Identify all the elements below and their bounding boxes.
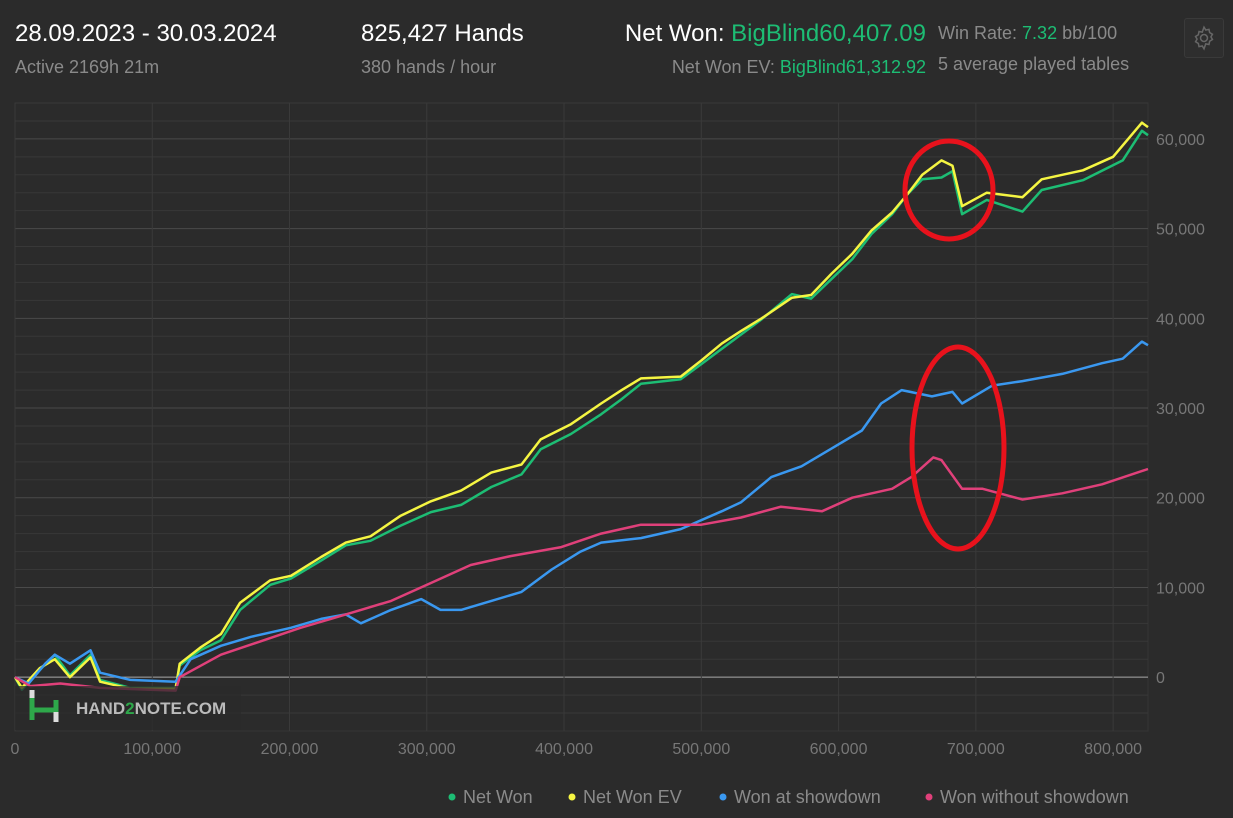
- net-won: Net Won: BigBlind60,407.09: [625, 20, 926, 48]
- legend-label: Won at showdown: [734, 787, 881, 807]
- net-won-label: Net Won:: [624, 20, 725, 47]
- y-tick-label: 30,000: [1156, 401, 1205, 418]
- win-rate-label: Win Rate:: [938, 23, 1018, 43]
- legend-label: Won without showdown: [940, 787, 1129, 807]
- series-lines: [13, 121, 1149, 692]
- net-won-ev: Net Won EV: BigBlind61,312.92: [672, 57, 926, 78]
- y-tick-label: 20,000: [1156, 491, 1205, 508]
- logo-accent: [29, 690, 59, 722]
- x-tick-label: 800,000: [1084, 741, 1142, 758]
- x-tick-label: 700,000: [947, 741, 1005, 758]
- legend-item[interactable]: Net Won EV: [568, 787, 682, 807]
- net-won-ev-label: Net Won EV:: [671, 57, 775, 77]
- x-tick-label: 600,000: [810, 741, 868, 758]
- y-tick-label: 40,000: [1156, 311, 1205, 328]
- legend-label: Net Won: [463, 787, 533, 807]
- x-tick-label: 100,000: [123, 741, 181, 758]
- win-rate-value: 7.32: [1022, 23, 1058, 43]
- watermark-text: HAND2NOTE.COM: [76, 699, 226, 718]
- x-tick-label: 400,000: [535, 741, 593, 758]
- legend-dot-icon: [719, 793, 727, 801]
- net-won-ev-value: BigBlind61,312.92: [779, 57, 926, 77]
- x-tick-label: 500,000: [672, 741, 730, 758]
- hands-per-hour: 380 hands / hour: [361, 57, 497, 77]
- annotation-circle-top: [902, 138, 996, 242]
- legend-dot-icon: [568, 793, 576, 801]
- win-rate-unit: bb/100: [1062, 23, 1118, 43]
- win-rate: Win Rate: 7.32 bb/100: [938, 23, 1117, 44]
- x-tick-label: 0: [11, 741, 20, 758]
- x-tick-label: 200,000: [261, 741, 319, 758]
- y-tick-label: 60,000: [1156, 132, 1205, 149]
- y-tick-label: 50,000: [1156, 222, 1205, 239]
- y-tick-label: 0: [1156, 670, 1165, 687]
- axis-ticks: 0 100,000 200,000 300,000 400,000 500,000 600,…: [11, 132, 1205, 758]
- x-tick-label: 300,000: [398, 741, 456, 758]
- active-time: Active 2169h 21m: [15, 57, 160, 77]
- legend-item[interactable]: Won at showdown: [719, 787, 881, 807]
- series-line-1: [13, 121, 1149, 691]
- legend-item[interactable]: Won without showdown: [925, 787, 1129, 807]
- series-line-2: [14, 340, 1149, 685]
- average-tables: 5 average played tables: [938, 54, 1130, 74]
- date-range: 28.09.2023 - 30.03.2024: [15, 20, 277, 47]
- legend: Net Won Net Won EV Won at showdown Won with…: [448, 787, 1129, 807]
- y-tick-label: 10,000: [1156, 580, 1205, 597]
- legend-dot-icon: [448, 793, 456, 801]
- grid: [14, 102, 1149, 732]
- legend-item[interactable]: Net Won: [448, 787, 533, 807]
- legend-label: Net Won EV: [583, 787, 682, 807]
- annotation-circle-bottom: [909, 344, 1007, 552]
- net-won-value: BigBlind60,407.09: [731, 20, 926, 47]
- series-line-3: [14, 456, 1149, 692]
- legend-dot-icon: [925, 793, 933, 801]
- settings-button[interactable]: [1184, 18, 1224, 58]
- gear-icon: [1194, 25, 1214, 51]
- watermark: HAND2NOTE.COM: [15, 686, 241, 730]
- hands-count: 825,427 Hands: [361, 20, 524, 47]
